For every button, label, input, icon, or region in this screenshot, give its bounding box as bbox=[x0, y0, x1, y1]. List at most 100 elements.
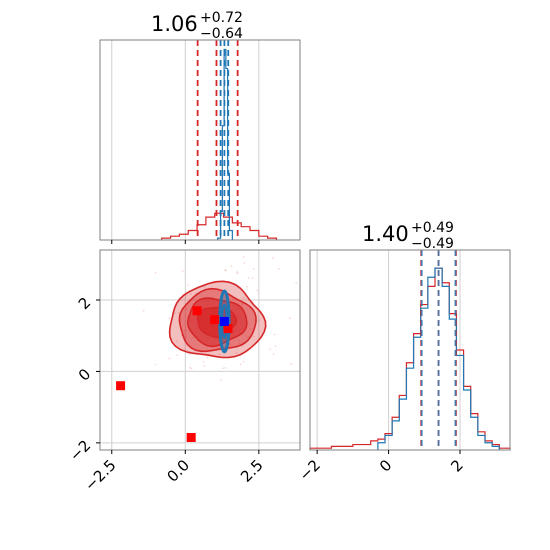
scatter-point bbox=[341, 309, 343, 311]
scatter-point bbox=[235, 352, 238, 354]
scatter-point bbox=[230, 265, 233, 268]
blue-marker bbox=[219, 316, 229, 326]
scatter-point bbox=[272, 257, 274, 259]
scatter-point bbox=[252, 268, 255, 270]
x-tick-marks bbox=[111, 240, 260, 244]
scatter-point bbox=[181, 270, 184, 273]
scatter-point bbox=[177, 312, 180, 314]
scatter-point bbox=[199, 226, 201, 228]
axes-frame bbox=[99, 249, 301, 451]
histogram-step bbox=[161, 212, 278, 240]
x-tick-label: −2.5 bbox=[81, 456, 119, 494]
x-tick-label: 2 bbox=[447, 456, 466, 475]
quantile-lines bbox=[196, 40, 239, 240]
scatter-point bbox=[168, 357, 171, 360]
scatter-point bbox=[224, 269, 227, 272]
scatter-point bbox=[154, 271, 157, 274]
scatter-point bbox=[187, 284, 190, 287]
scatter-point bbox=[242, 360, 245, 363]
y-tick-label: 2 bbox=[75, 294, 94, 313]
scatter-point bbox=[242, 296, 245, 299]
scatter-point bbox=[228, 343, 231, 345]
scatter-point bbox=[258, 319, 261, 321]
axes-frame bbox=[309, 249, 511, 451]
scatter-point bbox=[251, 277, 254, 280]
scatter-point bbox=[174, 312, 176, 314]
scatter-point bbox=[247, 277, 250, 280]
x-tick-label: −2 bbox=[296, 456, 324, 484]
scatter-point bbox=[273, 333, 276, 336]
red-marker bbox=[223, 324, 233, 334]
scatter-point bbox=[242, 256, 245, 259]
title-value: 1.40 bbox=[362, 222, 409, 246]
tick-marks bbox=[96, 299, 260, 454]
scatter-point bbox=[192, 336, 194, 339]
title-upper-error: +0.72 bbox=[200, 10, 243, 26]
scatter-point bbox=[180, 317, 183, 320]
scatter-point bbox=[189, 353, 192, 356]
gridlines bbox=[111, 40, 260, 240]
scatter-point bbox=[252, 335, 255, 338]
scatter-point bbox=[203, 365, 206, 367]
scatter-point bbox=[239, 363, 242, 366]
scatter-point bbox=[183, 329, 186, 332]
scatter-point bbox=[218, 353, 221, 356]
scatter-point bbox=[290, 363, 293, 366]
x-tick-label: 2.5 bbox=[237, 456, 267, 486]
scatter-point bbox=[289, 317, 291, 320]
histogram-step bbox=[309, 267, 511, 450]
scatter-point bbox=[238, 342, 241, 345]
axes-frame bbox=[99, 39, 301, 241]
scatter-point bbox=[274, 345, 277, 348]
histogram-step bbox=[377, 267, 500, 450]
gridlines bbox=[100, 250, 300, 450]
quantile-lines bbox=[420, 250, 457, 450]
x-tick-labels: −2 0 2 bbox=[296, 456, 467, 484]
scatter-point bbox=[190, 345, 193, 348]
scatter-point bbox=[184, 333, 187, 335]
scatter-point bbox=[236, 272, 239, 275]
scatter-point bbox=[224, 367, 227, 369]
y-tick-label: 0 bbox=[75, 365, 94, 384]
scatter-point bbox=[142, 309, 145, 312]
scatter-point bbox=[185, 329, 188, 332]
scatter-point bbox=[175, 340, 178, 343]
scatter-point bbox=[168, 317, 171, 320]
scatter-point bbox=[246, 285, 248, 288]
joint-panel: −2.5 0.0 2.5 −2 0 2 bbox=[66, 226, 343, 495]
scatter-point bbox=[241, 303, 244, 306]
title-lower-error: −0.64 bbox=[200, 26, 243, 42]
x-tick-labels: −2.5 0.0 2.5 bbox=[81, 456, 267, 494]
scatter-point bbox=[277, 267, 280, 270]
marginal-panel-param-1: 1.06 +0.72 −0.64 bbox=[99, 10, 301, 244]
marginal-panel-param-2: −2 0 2 1.40 +0.49 −0.49 bbox=[296, 220, 511, 484]
scatter-point bbox=[246, 336, 249, 338]
scatter-point bbox=[190, 367, 193, 370]
red-marker bbox=[210, 315, 220, 325]
scatter-point bbox=[185, 320, 187, 323]
red-marker bbox=[192, 306, 202, 316]
title-upper-error: +0.49 bbox=[411, 220, 454, 236]
scatter-point bbox=[185, 308, 188, 310]
scatter-point bbox=[185, 336, 188, 339]
title-lower-error: −0.49 bbox=[411, 236, 454, 252]
scatter-point bbox=[190, 293, 192, 296]
y-tick-labels: −2 0 2 bbox=[66, 294, 94, 465]
scatter-point bbox=[149, 237, 151, 239]
scatter-point bbox=[224, 269, 227, 272]
scatter-point bbox=[206, 356, 209, 359]
scatter-point bbox=[238, 339, 241, 342]
scatter-point bbox=[154, 363, 157, 366]
red-marker bbox=[116, 381, 126, 391]
red-marker bbox=[186, 433, 196, 442]
scatter-point bbox=[176, 354, 179, 357]
markers bbox=[116, 306, 233, 442]
scatter-point bbox=[189, 366, 192, 369]
scatter-point bbox=[272, 353, 275, 356]
scatter-point bbox=[203, 285, 206, 288]
x-tick-label: 0 bbox=[376, 456, 395, 475]
scatter-point bbox=[243, 262, 246, 264]
x-tick-marks bbox=[316, 450, 461, 454]
scatter-point bbox=[236, 271, 239, 273]
